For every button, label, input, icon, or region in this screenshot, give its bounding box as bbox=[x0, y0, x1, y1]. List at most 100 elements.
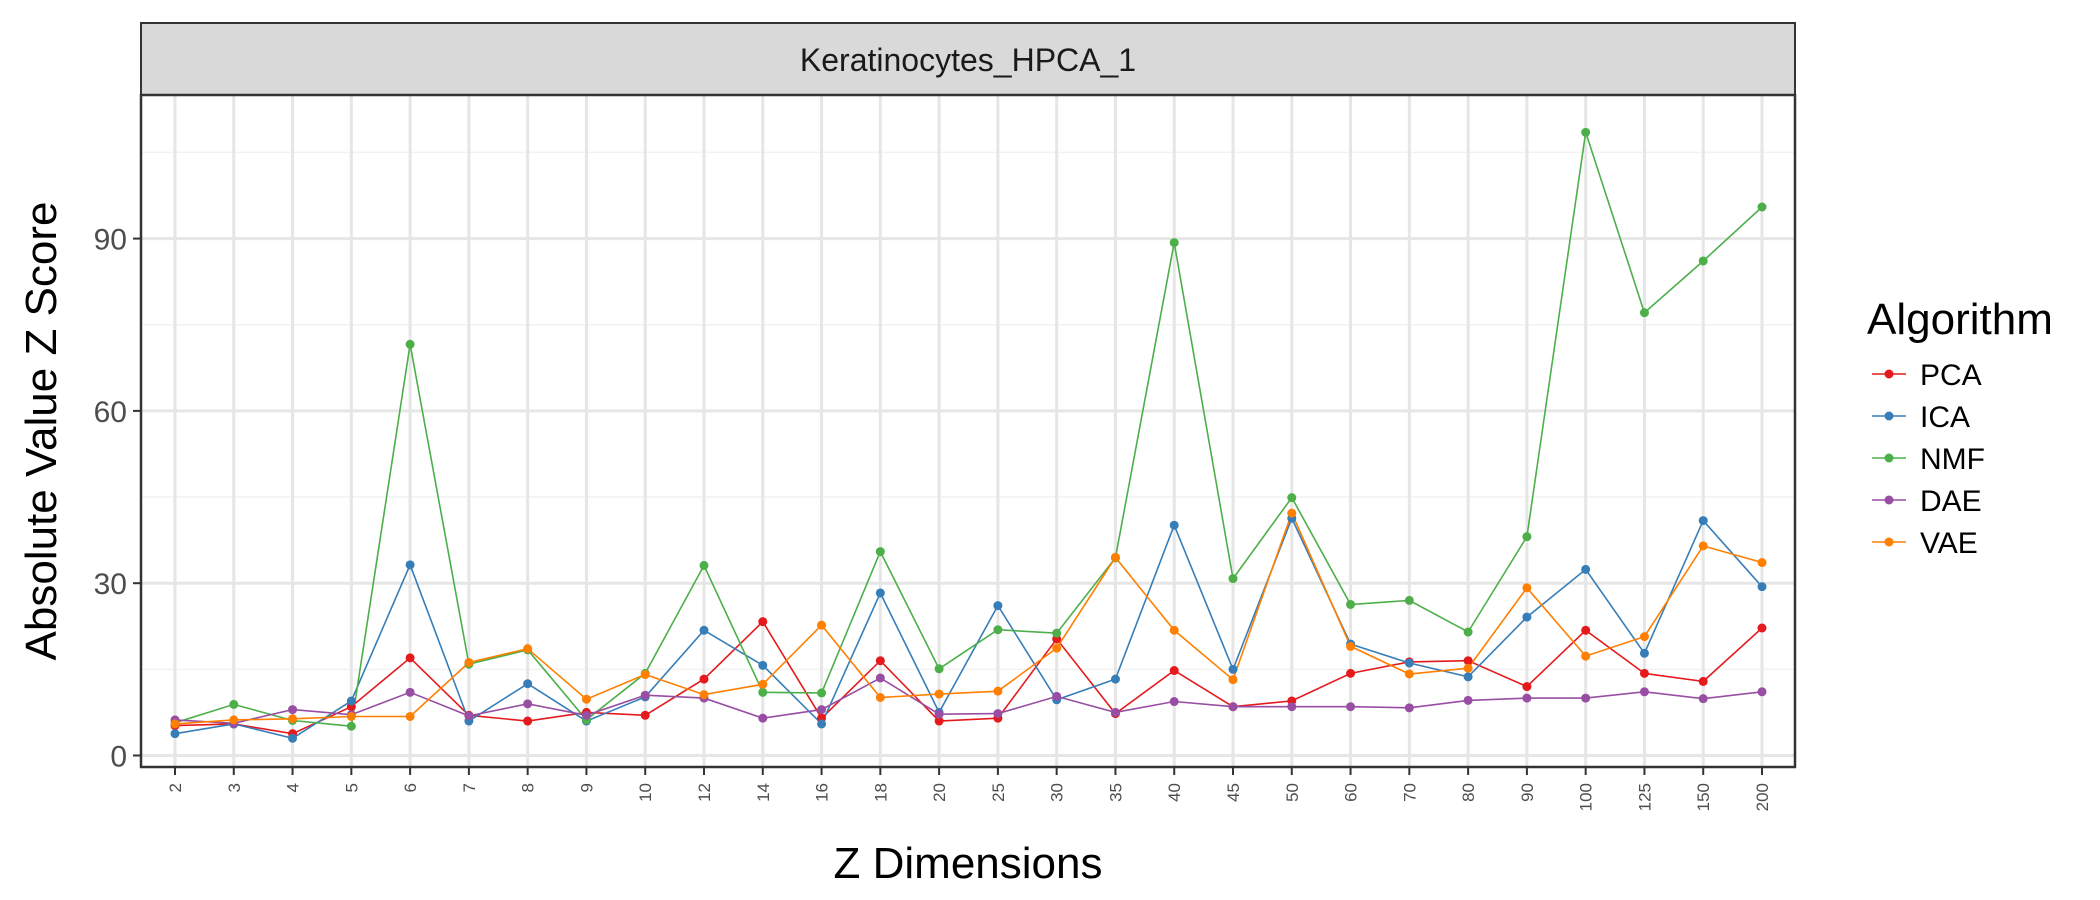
data-point bbox=[1522, 693, 1532, 703]
legend-key-point bbox=[1884, 495, 1894, 505]
data-point bbox=[1287, 493, 1297, 503]
data-point bbox=[758, 713, 768, 723]
data-point bbox=[1757, 623, 1767, 633]
data-point bbox=[993, 709, 1003, 719]
x-tick-label: 70 bbox=[1400, 783, 1419, 802]
data-point bbox=[464, 657, 474, 667]
data-point bbox=[288, 714, 298, 724]
data-point bbox=[523, 699, 533, 709]
x-tick-label: 35 bbox=[1106, 783, 1125, 802]
data-point bbox=[875, 547, 885, 557]
data-point bbox=[1463, 656, 1473, 666]
data-point bbox=[346, 721, 356, 731]
x-tick-label: 4 bbox=[284, 783, 303, 792]
data-point bbox=[875, 693, 885, 703]
data-point bbox=[1757, 687, 1767, 697]
data-point bbox=[817, 620, 827, 630]
series-lines bbox=[174, 132, 1763, 740]
x-tick-label: 40 bbox=[1165, 783, 1184, 802]
data-point bbox=[1110, 674, 1120, 684]
x-tick-label: 45 bbox=[1224, 783, 1243, 802]
legend-label: VAE bbox=[1920, 527, 1978, 560]
legend-key-point bbox=[1884, 411, 1894, 421]
data-point bbox=[758, 660, 768, 670]
data-point bbox=[1522, 583, 1532, 593]
y-tick-label: 90 bbox=[94, 224, 127, 257]
data-point bbox=[817, 705, 827, 715]
data-point bbox=[1581, 651, 1591, 661]
data-point bbox=[1522, 612, 1532, 622]
data-point bbox=[581, 694, 591, 704]
data-point bbox=[346, 696, 356, 706]
data-point bbox=[1698, 694, 1708, 704]
data-point bbox=[1463, 695, 1473, 705]
x-tick-label: 125 bbox=[1635, 783, 1654, 811]
x-tick-label: 90 bbox=[1518, 783, 1537, 802]
data-point bbox=[934, 689, 944, 699]
legend-items: PCA ICA NMF DAE VAE bbox=[1872, 359, 1985, 560]
data-point bbox=[1639, 648, 1649, 658]
data-point bbox=[1052, 691, 1062, 701]
x-tick-label: 12 bbox=[695, 783, 714, 802]
x-tick-label: 100 bbox=[1577, 783, 1596, 811]
y-axis-title: Absolute Value Z Score bbox=[17, 202, 66, 661]
data-point bbox=[523, 679, 533, 689]
data-point bbox=[1169, 238, 1179, 248]
data-point bbox=[993, 686, 1003, 696]
x-tick-label: 50 bbox=[1283, 783, 1302, 802]
y-tick-label: 30 bbox=[94, 568, 127, 601]
data-point bbox=[170, 729, 180, 739]
data-point bbox=[1522, 682, 1532, 692]
x-tick-label: 6 bbox=[401, 783, 420, 792]
x-tick-label: 18 bbox=[871, 783, 890, 802]
data-point bbox=[1757, 558, 1767, 568]
series-points bbox=[170, 127, 1767, 743]
legend-title: Algorithm bbox=[1867, 295, 2053, 344]
data-point bbox=[1228, 702, 1238, 712]
data-point bbox=[1287, 508, 1297, 518]
x-tick-label: 60 bbox=[1342, 783, 1361, 802]
data-point bbox=[1639, 632, 1649, 642]
data-point bbox=[640, 670, 650, 680]
data-point bbox=[1346, 641, 1356, 651]
facet-strip bbox=[140, 22, 1796, 96]
data-point bbox=[817, 719, 827, 729]
x-tick-label: 150 bbox=[1694, 783, 1713, 811]
x-tick-label: 80 bbox=[1459, 783, 1478, 802]
data-point bbox=[405, 653, 415, 663]
data-point bbox=[170, 719, 180, 729]
data-point bbox=[1698, 676, 1708, 686]
legend-label: PCA bbox=[1920, 359, 1982, 392]
x-tick-label: 16 bbox=[813, 783, 832, 802]
data-point bbox=[640, 690, 650, 700]
facet-label: Keratinocytes_HPCA_1 bbox=[800, 42, 1136, 78]
series-line bbox=[174, 620, 1763, 735]
x-tick-label: 200 bbox=[1753, 783, 1772, 811]
x-tick-label: 3 bbox=[225, 783, 244, 792]
data-point bbox=[1404, 669, 1414, 679]
data-point bbox=[1639, 687, 1649, 697]
data-point bbox=[1228, 675, 1238, 685]
y-tick-label: 0 bbox=[110, 741, 127, 774]
data-point bbox=[523, 716, 533, 726]
data-point bbox=[934, 709, 944, 719]
data-point bbox=[1287, 702, 1297, 712]
data-point bbox=[1169, 625, 1179, 635]
data-point bbox=[1404, 703, 1414, 713]
data-point bbox=[1522, 532, 1532, 542]
data-point bbox=[1228, 664, 1238, 674]
x-tick-label: 20 bbox=[930, 783, 949, 802]
data-point bbox=[405, 687, 415, 697]
series-line bbox=[174, 132, 1763, 728]
legend-key-point bbox=[1884, 453, 1894, 463]
data-point bbox=[1346, 599, 1356, 609]
data-point bbox=[1757, 202, 1767, 212]
data-point bbox=[1404, 595, 1414, 605]
x-tick-label: 7 bbox=[460, 783, 479, 792]
data-point bbox=[1639, 668, 1649, 678]
plot-border bbox=[139, 93, 1797, 769]
data-point bbox=[1463, 663, 1473, 673]
x-tick-label: 30 bbox=[1048, 783, 1067, 802]
plot-panel bbox=[141, 95, 1795, 767]
x-axis-title: Z Dimensions bbox=[834, 839, 1103, 888]
